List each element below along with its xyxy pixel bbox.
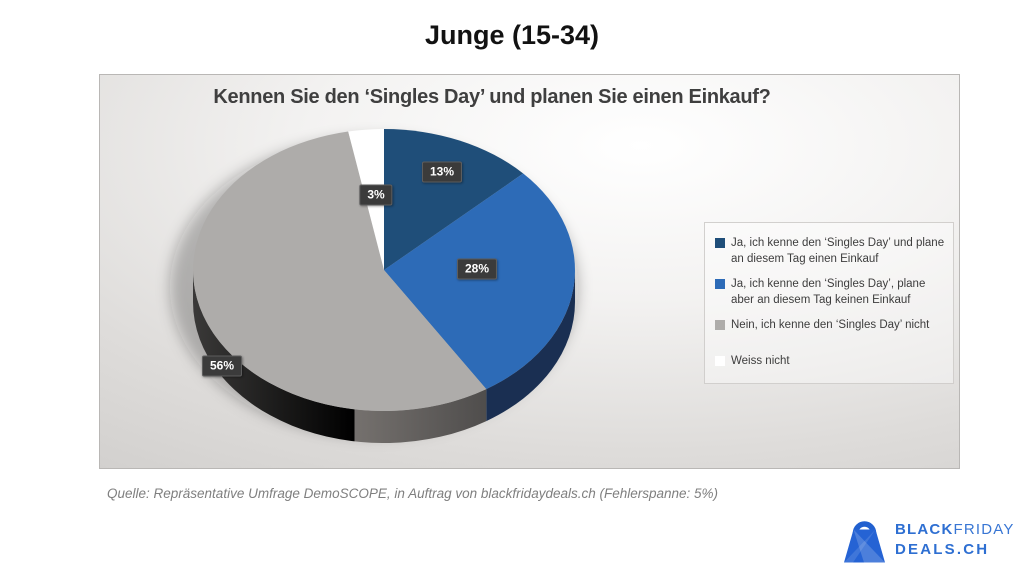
legend: Ja, ich kenne den ‘Singles Day’ und plan… [704,222,954,384]
pie-label-28%: 28% [456,258,498,280]
logo-line2: DEALS.CH [895,541,990,558]
source-text: Quelle: Repräsentative Umfrage DemoSCOPE… [107,486,719,501]
pie-chart [170,129,578,444]
pie-slice-0 [384,129,524,270]
legend-label-0: Ja, ich kenne den ‘Singles Day’ und plan… [731,237,945,266]
logo-text: BLACKFRIDAY DEALS.CH [895,520,1015,560]
pie-label-56%: 56% [201,355,243,377]
legend-swatch-1 [715,279,725,290]
shopping-bag-icon [844,520,885,562]
legend-item-3: Weiss nicht [715,353,945,369]
legend-swatch-2 [715,320,725,331]
pie-label-3%: 3% [359,184,393,206]
pie-label-13%: 13% [421,161,463,183]
legend-label-2: Nein, ich kenne den ‘Singles Day’ nicht [731,319,930,332]
logo-black: BLACK [895,521,954,539]
chart-panel: Kennen Sie den ‘Singles Day’ und planen … [99,74,960,469]
pie-slice-1 [384,173,575,390]
chart-title: Kennen Sie den ‘Singles Day’ und planen … [213,86,771,108]
page-title: Junge (15-34) [424,20,600,50]
legend-item-2: Nein, ich kenne den ‘Singles Day’ nicht [715,317,945,333]
legend-swatch-3 [715,356,725,367]
legend-item-0: Ja, ich kenne den ‘Singles Day’ und plan… [715,235,945,267]
legend-item-1: Ja, ich kenne den ‘Singles Day’, plane a… [715,276,945,308]
pie-side-wall-1 [486,270,575,422]
pie-side-wall-2 [193,270,487,444]
pie-slice-2 [193,131,487,411]
legend-label-3: Weiss nicht [731,355,790,368]
logo-line1: BLACKFRIDAY [895,520,1015,540]
legend-swatch-0 [715,238,725,248]
legend-label-1: Ja, ich kenne den ‘Singles Day’, plane a… [731,278,926,307]
logo-friday: FRIDAY [953,521,1015,539]
brand-logo: BLACKFRIDAY DEALS.CH [843,515,1015,565]
